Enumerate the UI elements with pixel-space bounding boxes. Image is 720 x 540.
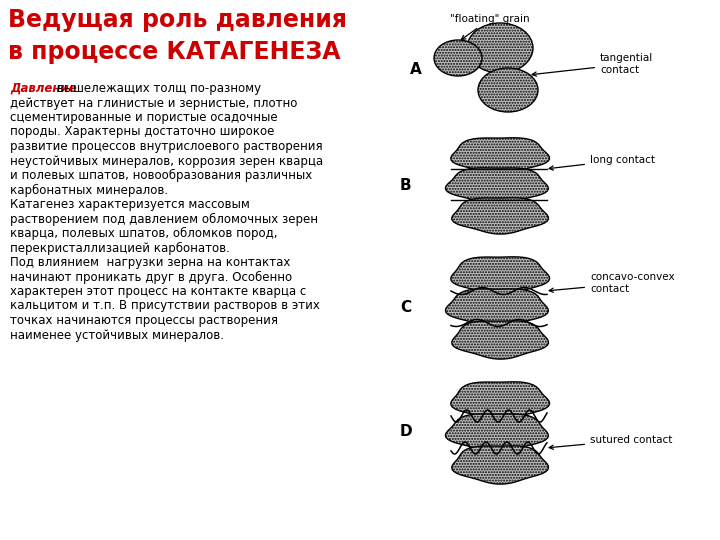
PathPatch shape (451, 198, 549, 234)
Text: характерен этот процесс на контакте кварца с: характерен этот процесс на контакте квар… (10, 285, 306, 298)
Text: кварца, полевых шпатов, обломков пород,: кварца, полевых шпатов, обломков пород, (10, 227, 277, 240)
PathPatch shape (451, 321, 549, 359)
Text: перекристаллизацией карбонатов.: перекристаллизацией карбонатов. (10, 241, 230, 254)
Text: точках начинаются процессы растворения: точках начинаются процессы растворения (10, 314, 278, 327)
Text: Под влиянием  нагрузки зерна на контактах: Под влиянием нагрузки зерна на контактах (10, 256, 290, 269)
Text: long contact: long contact (549, 155, 655, 170)
Text: в процессе КАТАГЕНЕЗА: в процессе КАТАГЕНЕЗА (8, 40, 341, 64)
PathPatch shape (451, 382, 549, 420)
Text: "floating" grain: "floating" grain (450, 14, 530, 39)
Text: сцементированные и пористые осадочные: сцементированные и пористые осадочные (10, 111, 278, 124)
Text: sutured contact: sutured contact (549, 435, 672, 449)
Text: действует на глинистые и зернистые, плотно: действует на глинистые и зернистые, плот… (10, 97, 297, 110)
Text: растворением под давлением обломочных зерен: растворением под давлением обломочных зе… (10, 213, 318, 226)
Text: начинают проникать друг в друга. Особенно: начинают проникать друг в друга. Особенн… (10, 271, 292, 284)
Ellipse shape (467, 23, 533, 73)
Text: concavo-convex
contact: concavo-convex contact (549, 272, 675, 294)
Text: кальцитом и т.п. В присутствии растворов в этих: кальцитом и т.п. В присутствии растворов… (10, 300, 320, 313)
Text: Давление: Давление (10, 82, 77, 95)
PathPatch shape (446, 414, 549, 452)
Text: Катагенез характеризуется массовым: Катагенез характеризуется массовым (10, 198, 250, 211)
PathPatch shape (451, 138, 549, 174)
Text: развитие процессов внутрислоевого растворения: развитие процессов внутрислоевого раство… (10, 140, 323, 153)
Text: породы. Характерны достаточно широкое: породы. Характерны достаточно широкое (10, 125, 274, 138)
Ellipse shape (434, 40, 482, 76)
Text: вышележащих толщ по-разному: вышележащих толщ по-разному (53, 82, 261, 95)
Text: наименее устойчивых минералов.: наименее устойчивых минералов. (10, 328, 224, 341)
PathPatch shape (446, 289, 549, 327)
Text: tangential
contact: tangential contact (532, 53, 653, 76)
PathPatch shape (451, 257, 549, 295)
Text: и полевых шпатов, новообразования различных: и полевых шпатов, новообразования различ… (10, 169, 312, 182)
PathPatch shape (446, 168, 549, 204)
Text: неустойчивых минералов, коррозия зерен кварца: неустойчивых минералов, коррозия зерен к… (10, 154, 323, 167)
Text: A: A (410, 63, 422, 78)
Text: B: B (400, 178, 412, 192)
Text: D: D (400, 424, 413, 440)
Text: карбонатных минералов.: карбонатных минералов. (10, 184, 168, 197)
Text: C: C (400, 300, 411, 314)
Ellipse shape (478, 68, 538, 112)
PathPatch shape (451, 446, 549, 484)
Text: Ведущая роль давления: Ведущая роль давления (8, 8, 347, 32)
